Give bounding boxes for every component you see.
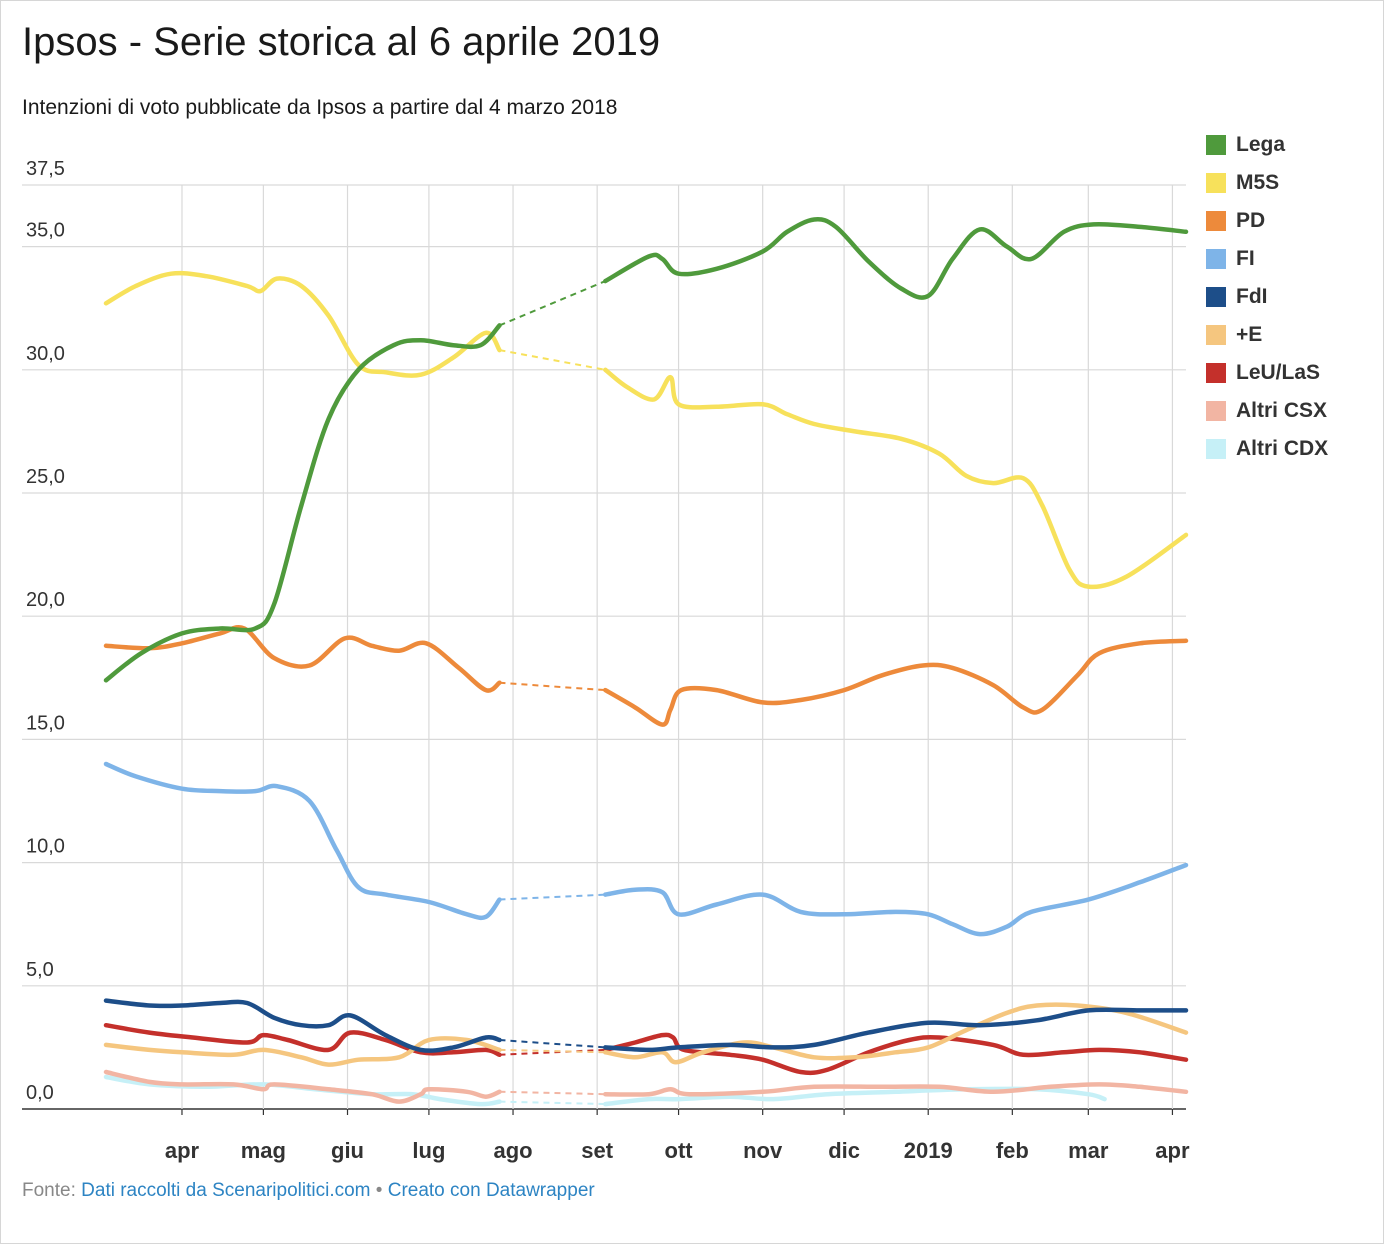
legend-swatch-piu-europa [1206, 325, 1226, 345]
series-gap-piu-e [499, 1048, 606, 1054]
legend-label-altri-cdx: Altri CDX [1236, 437, 1329, 460]
x-tick-label: 2019 [904, 1138, 953, 1163]
legend-item-fdi[interactable]: FdI [1206, 278, 1328, 316]
series-gap-lega [499, 280, 606, 327]
series-line-lega [603, 217, 1189, 300]
legend-item-leu-las[interactable]: LeU/LaS [1206, 354, 1328, 392]
series-line-m5s [103, 270, 502, 378]
legend-item-pd[interactable]: PD [1206, 202, 1328, 240]
legend-swatch-lega [1206, 135, 1226, 155]
series-gap-altri-csx [499, 1090, 606, 1096]
y-tick-label: 25,0 [26, 466, 65, 488]
source-link[interactable]: Dati raccolti da Scenaripolitici.com [81, 1180, 371, 1201]
series-fdi [103, 998, 1189, 1053]
series-line-altri-csx [103, 1069, 502, 1104]
x-tick-label: mag [241, 1138, 286, 1163]
y-tick-label: 5,0 [26, 959, 54, 981]
x-tick-label: ago [493, 1138, 532, 1163]
legend-swatch-fdi [1206, 287, 1226, 307]
legend-swatch-pd [1206, 211, 1226, 231]
series-lega [103, 217, 1189, 683]
y-tick-label: 35,0 [26, 220, 65, 242]
series-pd [103, 624, 1189, 727]
legend-swatch-fi [1206, 249, 1226, 269]
x-tick-label: apr [165, 1138, 200, 1163]
series-line-leu-las [103, 1022, 502, 1058]
series-line-leu-las [603, 1032, 1189, 1076]
x-tick-label: lug [412, 1138, 445, 1163]
series-line-fdi [603, 1007, 1189, 1053]
x-tick-label: giu [331, 1138, 364, 1163]
x-tick-label: dic [828, 1138, 860, 1163]
x-tick-label: ott [665, 1138, 694, 1163]
series-line-fi [103, 761, 502, 921]
series-gap-fi [499, 893, 606, 901]
legend-label-lega: Lega [1236, 133, 1286, 156]
chart-footer: Fonte: Dati raccolti da Scenaripolitici.… [22, 1180, 595, 1202]
legend-swatch-leu-las [1206, 363, 1226, 383]
legend-swatch-altri-cdx [1206, 439, 1226, 459]
series-line-piu-e [103, 1036, 502, 1067]
series-line-piu-e [603, 1002, 1189, 1065]
footer-separator: • [375, 1180, 383, 1201]
series-leu-las [103, 1022, 1189, 1076]
legend-item-lega[interactable]: Lega [1206, 126, 1328, 164]
legend-swatch-altri-csx [1206, 401, 1226, 421]
series-altri-cdx [103, 1074, 1107, 1107]
series-line-m5s [603, 367, 1189, 590]
y-tick-label: 15,0 [26, 712, 65, 734]
legend: Lega M5S PD FI FdI +E LeU/LaS Altri CSX … [1206, 126, 1328, 468]
legend-item-m5s[interactable]: M5S [1206, 164, 1328, 202]
series-line-fi [603, 862, 1189, 937]
legend-item-fi[interactable]: FI [1206, 240, 1328, 278]
series-fi [103, 761, 1189, 937]
source-prefix: Fonte: [22, 1180, 76, 1201]
legend-label-fi: FI [1236, 247, 1255, 270]
x-tick-label: nov [743, 1138, 783, 1163]
series-piu-e [103, 1002, 1189, 1067]
series-line-altri-csx [603, 1082, 1189, 1097]
legend-swatch-m5s [1206, 173, 1226, 193]
legend-item-altri-cdx[interactable]: Altri CDX [1206, 430, 1328, 468]
series-altri-csx [103, 1069, 1189, 1104]
legend-label-leu-las: LeU/LaS [1236, 361, 1321, 384]
series-line-pd [603, 638, 1189, 727]
y-tick-label: 30,0 [26, 343, 65, 365]
series-gap-pd [499, 681, 606, 692]
legend-label-pd: PD [1236, 209, 1266, 232]
chart-title: Ipsos - Serie storica al 6 aprile 2019 [22, 20, 661, 64]
series-gap-m5s [499, 349, 606, 371]
credit-link[interactable]: Creato con Datawrapper [387, 1180, 595, 1201]
series-line-fdi [103, 998, 502, 1053]
series-gap-fdi [499, 1039, 606, 1049]
series-line-pd [103, 624, 502, 693]
x-tick-label: set [581, 1138, 613, 1163]
legend-label-piu-europa: +E [1236, 323, 1263, 346]
y-tick-label: 10,0 [26, 836, 65, 858]
series-m5s [103, 270, 1189, 590]
x-tick-label: mar [1068, 1138, 1109, 1163]
legend-item-piu-europa[interactable]: +E [1206, 316, 1328, 354]
series-line-altri-cdx [603, 1086, 1107, 1107]
x-tick-label: feb [996, 1138, 1029, 1163]
legend-label-fdi: FdI [1236, 285, 1268, 308]
y-tick-label: 0,0 [26, 1082, 54, 1104]
legend-item-altri-csx[interactable]: Altri CSX [1206, 392, 1328, 430]
series-line-lega [103, 323, 502, 683]
series-gap-leu-las [499, 1048, 606, 1056]
legend-label-altri-csx: Altri CSX [1236, 399, 1328, 422]
legend-label-m5s: M5S [1236, 171, 1280, 194]
y-tick-label: 37,5 [26, 158, 65, 180]
x-tick-label: apr [1155, 1138, 1190, 1163]
y-tick-label: 20,0 [26, 589, 65, 611]
chart-subtitle: Intenzioni di voto pubblicate da Ipsos a… [22, 96, 618, 119]
series-gap-altri-cdx [499, 1100, 606, 1106]
